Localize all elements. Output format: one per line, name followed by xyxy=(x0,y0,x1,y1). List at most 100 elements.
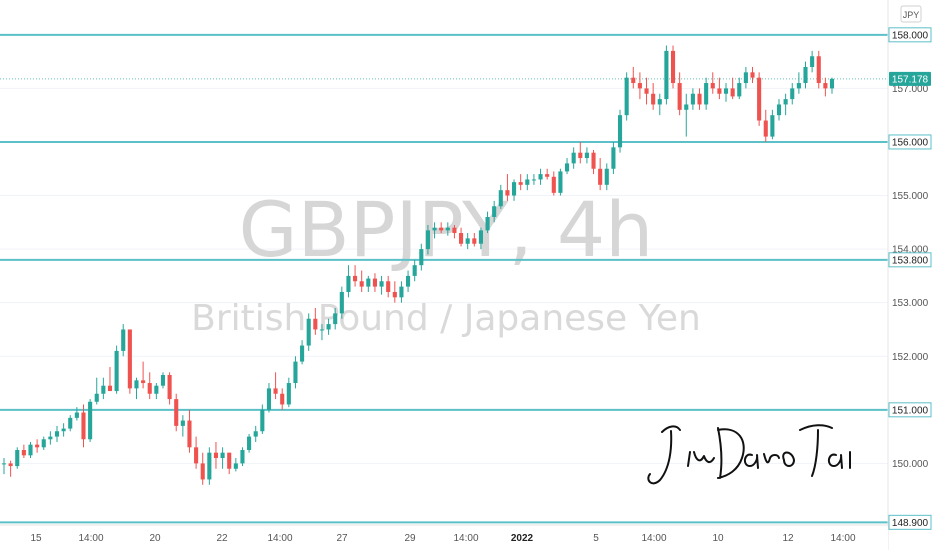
candle-body xyxy=(459,233,464,244)
candle xyxy=(591,150,596,175)
candle-body xyxy=(114,350,119,392)
candle xyxy=(584,147,589,164)
candle xyxy=(134,377,139,400)
candle-body xyxy=(538,174,543,180)
candle xyxy=(379,275,384,295)
candle-body xyxy=(743,72,748,84)
candle xyxy=(617,109,623,153)
candle xyxy=(319,324,325,341)
candle-body xyxy=(81,412,86,440)
candle xyxy=(611,141,616,175)
time-tick-label: 14:00 xyxy=(453,533,478,544)
candle-body xyxy=(472,238,477,244)
candle-body xyxy=(286,383,291,405)
candle-body xyxy=(757,77,762,121)
time-tick-label: 5 xyxy=(593,533,599,544)
candle xyxy=(472,233,477,247)
candle-body xyxy=(333,313,338,325)
candle-body xyxy=(498,190,503,207)
signature xyxy=(647,424,851,485)
candle xyxy=(333,308,338,330)
time-tick-label: 15 xyxy=(30,533,42,544)
candle xyxy=(432,222,437,239)
candle-body xyxy=(266,388,272,410)
candle xyxy=(154,383,159,400)
candle-body xyxy=(783,99,788,105)
candle xyxy=(677,72,682,116)
candle xyxy=(107,366,113,392)
candle-body xyxy=(571,152,576,164)
level-price-label: 148.900 xyxy=(892,518,929,529)
candle xyxy=(68,415,73,432)
candle-body xyxy=(107,385,113,392)
candle xyxy=(253,425,258,442)
candle-body xyxy=(386,281,391,292)
candle-body xyxy=(810,56,815,67)
candle-body xyxy=(829,78,835,89)
candle xyxy=(399,281,404,303)
candle xyxy=(74,407,79,421)
candle-body xyxy=(300,345,305,362)
candle-body xyxy=(134,380,139,389)
candle-body xyxy=(227,452,232,469)
candle-body xyxy=(439,227,444,231)
candle xyxy=(690,88,695,110)
candle xyxy=(187,409,192,453)
candle-body xyxy=(763,120,768,137)
candle xyxy=(127,329,132,394)
level-price-labels: 158.000 156.000 153.800 151.000 148.900 xyxy=(888,27,932,530)
candle-body xyxy=(598,168,603,185)
candle xyxy=(266,383,272,413)
candle-body xyxy=(531,179,536,181)
candle-body xyxy=(372,278,377,287)
candle-body xyxy=(604,168,609,185)
candle xyxy=(657,93,662,116)
price-tick-label: 153.000 xyxy=(892,298,929,309)
candle xyxy=(757,72,762,126)
candle xyxy=(505,174,510,201)
candle-body xyxy=(485,216,490,231)
candle xyxy=(21,444,26,459)
candle xyxy=(697,88,702,110)
time-tick-label: 12 xyxy=(782,533,794,544)
level-label-box xyxy=(888,252,932,268)
candle xyxy=(213,441,219,469)
candle xyxy=(743,66,748,89)
candle-body xyxy=(624,77,629,116)
candle-body xyxy=(74,412,79,418)
candle-body xyxy=(174,399,179,426)
candle xyxy=(564,158,570,175)
candle xyxy=(160,372,166,389)
candle xyxy=(598,158,603,191)
candle-body xyxy=(194,447,199,464)
candle xyxy=(94,377,99,405)
candle xyxy=(518,174,523,191)
candle-body xyxy=(651,93,656,105)
candle-body xyxy=(280,393,285,405)
candle xyxy=(465,233,470,250)
time-axis-background[interactable] xyxy=(0,525,888,550)
candle-body xyxy=(545,174,550,177)
candle xyxy=(684,93,689,137)
candle-body xyxy=(366,278,371,287)
time-tick-label: 2022 xyxy=(511,533,534,544)
level-label-box xyxy=(888,402,932,418)
candle-body xyxy=(200,463,205,480)
candle-body xyxy=(717,88,722,94)
candle xyxy=(293,356,298,389)
candle-body xyxy=(180,420,185,426)
currency-badge[interactable]: JPY xyxy=(900,5,922,23)
candle-body xyxy=(61,428,66,432)
candle-body xyxy=(154,385,159,394)
candle-body xyxy=(399,286,404,298)
candle-body xyxy=(15,450,20,467)
candle-body xyxy=(690,93,695,105)
candle xyxy=(803,61,808,89)
time-tick-label: 14:00 xyxy=(78,533,103,544)
price-axis-background[interactable] xyxy=(888,0,932,550)
candle-body xyxy=(551,176,556,193)
candle-body xyxy=(796,83,801,89)
candle-body xyxy=(445,227,450,231)
candle-body xyxy=(704,83,709,105)
